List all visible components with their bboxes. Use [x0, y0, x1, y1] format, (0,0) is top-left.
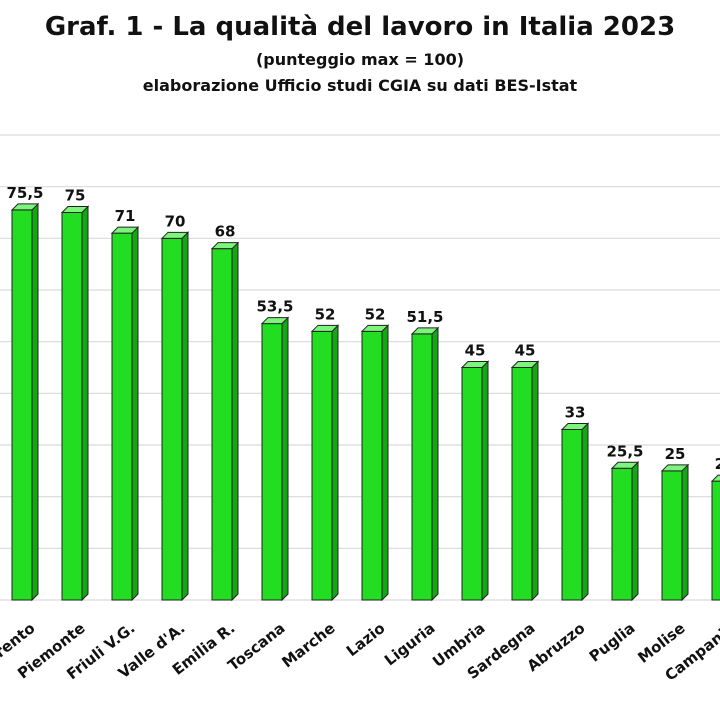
bar-top [560, 423, 590, 430]
category-label: Toscana [224, 619, 288, 675]
data-label: 33 [565, 404, 586, 422]
bar [11, 209, 33, 601]
bar-side [181, 231, 189, 602]
category-label: Marche [278, 619, 338, 671]
bar [511, 367, 533, 601]
bar-top [410, 327, 440, 335]
bar-side [281, 316, 289, 602]
data-label: 75 [65, 187, 86, 205]
data-label: 75,5 [6, 184, 43, 202]
bar-top [360, 324, 390, 332]
bar [561, 429, 583, 601]
data-label: 70 [165, 212, 186, 230]
data-label: 68 [215, 223, 236, 241]
bar [711, 480, 720, 601]
bar-side [331, 324, 339, 602]
data-label: 23 [715, 455, 720, 473]
bar-top [510, 361, 540, 368]
bar-side [631, 461, 639, 602]
bar [411, 333, 433, 601]
bar-top [60, 206, 90, 213]
category-label: Liguria [381, 619, 438, 669]
bar-side [381, 324, 389, 602]
bar-side [81, 205, 89, 602]
bar [111, 232, 133, 601]
data-label: 53,5 [256, 298, 293, 316]
data-label: 25 [665, 445, 686, 463]
bar-side [481, 360, 489, 602]
bar [261, 323, 283, 601]
data-label: 51,5 [406, 308, 443, 326]
bar [311, 330, 333, 601]
data-label: 45 [515, 342, 536, 360]
bar-side [231, 241, 239, 602]
chart-title: Graf. 1 - La qualità del lavoro in Itali… [44, 12, 676, 42]
bar-side [31, 202, 39, 602]
bar [161, 237, 183, 601]
bar-top [110, 226, 140, 234]
bar-side [531, 360, 539, 602]
category-label: Puglia [586, 619, 639, 666]
chart-subtitle: (punteggio max = 100) [255, 50, 465, 69]
bar-top [10, 203, 40, 211]
bar [611, 467, 633, 601]
bar-top [260, 317, 290, 325]
bar-top [210, 242, 240, 250]
bar-side [431, 326, 439, 602]
bar [361, 330, 383, 601]
data-label: 71 [115, 207, 136, 225]
data-label: 25,5 [606, 442, 643, 460]
data-label: 52 [315, 305, 336, 323]
bar [661, 470, 683, 601]
bar-top [610, 461, 640, 469]
bar [211, 248, 233, 601]
bar-side [131, 225, 139, 602]
bar [61, 212, 83, 601]
bar-top [310, 324, 340, 332]
bar-top [660, 464, 690, 472]
bar-top [460, 361, 490, 368]
bar-side [681, 463, 689, 602]
data-label: 45 [465, 342, 486, 360]
bar-top [710, 474, 720, 482]
bar-top [160, 231, 190, 239]
bar [461, 367, 483, 601]
data-label: 52 [365, 305, 386, 323]
bar-side [581, 422, 589, 602]
chart-source: elaborazione Ufficio studi CGIA su dati … [142, 76, 578, 95]
